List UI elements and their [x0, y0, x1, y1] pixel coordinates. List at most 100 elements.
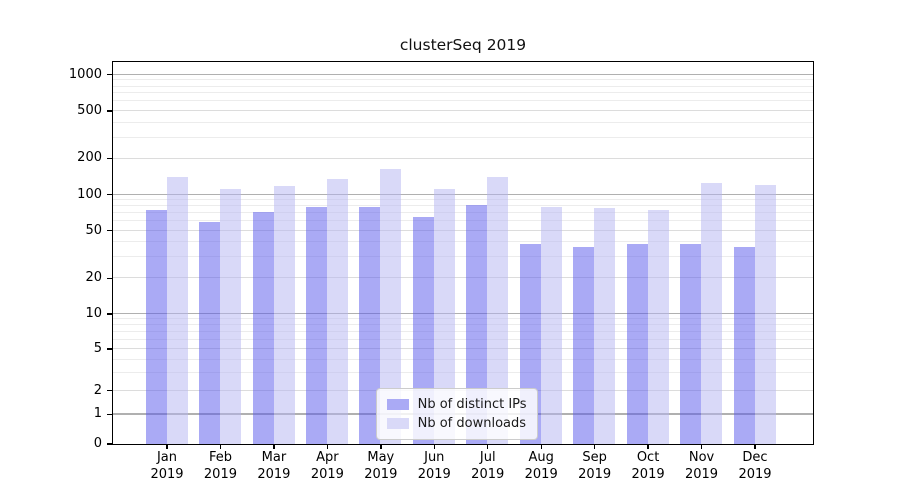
x-tick-label-line: Oct	[636, 450, 660, 465]
y-tick-label-0: 0	[93, 436, 102, 451]
x-tick-mark-6	[433, 444, 435, 449]
bar-downloads-11	[701, 182, 723, 444]
gridline-4	[112, 358, 813, 360]
x-tick-mark-1	[166, 444, 168, 449]
x-tick-mark-4	[326, 444, 329, 449]
bar-distinct-ips-3	[252, 211, 274, 444]
x-tick-label-line: 2019	[578, 466, 612, 482]
gridline-6	[112, 338, 813, 340]
x-tick-label-line: 2019	[471, 466, 505, 482]
x-tick-label-3: Mar 2019	[242, 450, 306, 483]
gridline-50	[112, 229, 813, 231]
bar-downloads-1	[166, 176, 188, 444]
x-tick-label-line: Feb	[208, 450, 232, 465]
x-tick-label-line: Mar	[261, 450, 287, 465]
y-tick-mark-100	[107, 193, 112, 196]
bar-distinct-ips-11	[680, 244, 702, 444]
gridline-5	[112, 348, 813, 350]
bar-distinct-ips-7	[466, 205, 488, 444]
x-tick-label-line: 2019	[684, 466, 719, 482]
x-tick-label-7: Jul 2019	[456, 450, 520, 483]
legend-label-distinct-ips: Nb of distinct IPs	[417, 396, 527, 412]
gridline-7	[112, 331, 813, 333]
x-tick-label-5: May 2019	[349, 450, 413, 483]
bar-downloads-8	[540, 207, 562, 444]
y-tick-label-2: 2	[93, 382, 102, 398]
gridline-20	[112, 277, 813, 279]
x-tick-label-9: Sep 2019	[563, 450, 627, 483]
y-tick-label-20: 20	[85, 270, 102, 286]
legend-swatch-downloads	[386, 417, 409, 429]
gridline-300	[112, 136, 813, 138]
x-tick-mark-3	[273, 444, 275, 449]
y-tick-label-500: 500	[77, 102, 102, 118]
x-tick-label-line: May	[367, 450, 395, 465]
y-tick-mark-500	[107, 110, 112, 112]
x-tick-label-line: Dec	[742, 450, 768, 465]
bar-downloads-6	[433, 189, 455, 444]
y-tick-label-1: 1	[93, 406, 102, 422]
x-tick-label-line: 2019	[417, 466, 451, 482]
x-tick-mark-7	[487, 444, 489, 449]
x-tick-label-line: 2019	[524, 466, 558, 482]
legend-row-downloads: Nb of downloads	[386, 414, 527, 433]
y-tick-mark-1000	[107, 74, 112, 76]
x-tick-mark-12	[754, 444, 756, 449]
bar-downloads-9	[594, 207, 616, 444]
gridline-100	[112, 193, 813, 195]
x-tick-label-line: 2019	[310, 466, 344, 482]
y-tick-label-10: 10	[85, 305, 102, 321]
x-tick-label-line: 2019	[631, 466, 665, 482]
gridline-700	[112, 92, 813, 94]
y-tick-mark-1	[107, 413, 112, 415]
bar-downloads-10	[647, 210, 669, 444]
bar-distinct-ips-4	[305, 207, 327, 444]
gridline-500	[112, 109, 813, 111]
gridline-80	[112, 205, 813, 207]
x-tick-mark-11	[700, 444, 703, 449]
x-tick-label-6: Jun 2019	[402, 450, 466, 483]
y-tick-mark-200	[107, 157, 112, 160]
gridline-1000	[112, 73, 813, 76]
gridline-8	[112, 324, 813, 326]
x-tick-label-1: Jan 2019	[135, 450, 199, 483]
x-tick-label-line: Nov	[688, 450, 715, 465]
x-tick-label-line: Aug	[528, 450, 554, 465]
x-tick-mark-8	[540, 444, 542, 449]
bar-distinct-ips-1	[145, 210, 167, 444]
legend-swatch-distinct-ips	[386, 398, 409, 410]
gridline-40	[112, 241, 813, 243]
x-tick-label-4: Apr 2019	[295, 450, 359, 483]
x-tick-label-8: Aug 2019	[509, 450, 573, 483]
y-tick-label-100: 100	[77, 186, 102, 202]
y-tick-mark-5	[107, 348, 112, 350]
bar-downloads-2	[220, 189, 242, 444]
x-tick-label-line: Jul	[479, 450, 496, 465]
x-tick-label-line: Jan	[156, 450, 178, 465]
x-tick-label-line: Apr	[316, 450, 339, 465]
x-tick-mark-10	[647, 444, 649, 449]
gridline-800	[112, 85, 813, 87]
x-tick-mark-5	[380, 444, 382, 449]
plot-area: Nb of distinct IPs Nb of downloads	[111, 60, 814, 445]
x-tick-label-line: 2019	[257, 466, 291, 482]
gridline-900	[112, 79, 813, 81]
x-tick-label-10: Oct 2019	[616, 450, 680, 483]
bar-distinct-ips-10	[626, 244, 648, 444]
x-tick-label-line: 2019	[203, 466, 237, 482]
y-tick-mark-2	[107, 390, 112, 392]
bar-downloads-3	[273, 186, 295, 444]
gridline-3	[112, 372, 813, 374]
gridline-600	[112, 100, 813, 102]
gridline-30	[112, 256, 813, 258]
x-tick-label-2: Feb 2019	[188, 450, 252, 483]
y-tick-mark-50	[107, 229, 112, 232]
x-tick-mark-2	[219, 444, 222, 449]
y-tick-mark-20	[107, 277, 112, 279]
y-tick-mark-10	[107, 313, 112, 315]
bar-downloads-5	[380, 169, 402, 444]
legend-label-downloads: Nb of downloads	[417, 415, 527, 431]
y-tick-label-50: 50	[85, 222, 102, 238]
bar-downloads-7	[487, 176, 509, 444]
